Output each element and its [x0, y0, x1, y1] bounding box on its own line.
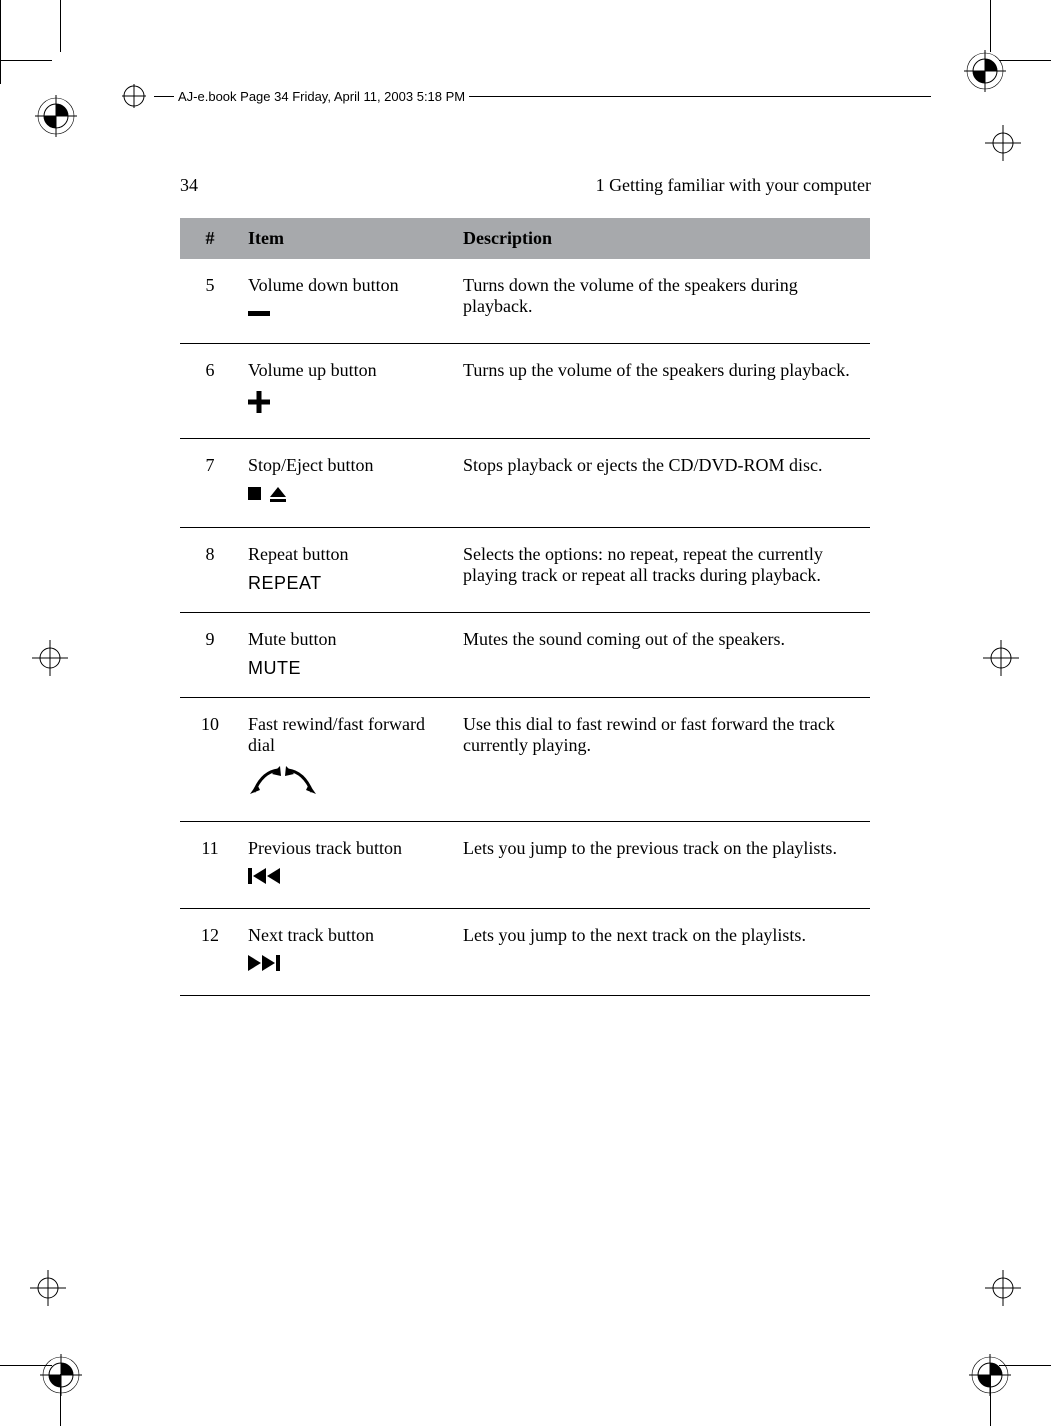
registration-target-icon: [985, 1270, 1021, 1306]
registration-target-icon: [32, 640, 68, 676]
registration-mark-icon: [969, 1354, 1011, 1396]
table-row: 5 Volume down button Turns down the volu…: [180, 259, 870, 344]
repeat-icon: REPEAT: [248, 573, 447, 594]
stop-eject-icon: [248, 484, 447, 509]
table-row: 7 Stop/Eject button Stops playback or ej…: [180, 439, 870, 528]
registration-mark-icon: [35, 95, 77, 137]
row-num: 7: [180, 439, 240, 528]
book-icon: [120, 82, 148, 110]
row-item: Previous track button: [248, 838, 447, 859]
table-row: 9 Mute button MUTE Mutes the sound comin…: [180, 613, 870, 698]
crop-center-top: [0, 0, 1, 42]
crop-line: [0, 60, 52, 61]
row-desc: Lets you jump to the previous track on t…: [455, 822, 870, 909]
row-item: Repeat button: [248, 544, 447, 565]
header-book-info: AJ-e.book Page 34 Friday, April 11, 2003…: [174, 89, 469, 104]
row-num: 12: [180, 909, 240, 996]
row-num: 5: [180, 259, 240, 344]
col-header-num: #: [180, 218, 240, 259]
row-desc: Lets you jump to the next track on the p…: [455, 909, 870, 996]
row-desc: Stops playback or ejects the CD/DVD-ROM …: [455, 439, 870, 528]
next-track-icon: [248, 954, 447, 977]
crop-line: [990, 0, 991, 52]
registration-target-icon: [983, 640, 1019, 676]
previous-track-icon: [248, 867, 447, 890]
row-item: Stop/Eject button: [248, 455, 447, 476]
row-desc: Use this dial to fast rewind or fast for…: [455, 698, 870, 822]
row-desc: Turns up the volume of the speakers duri…: [455, 344, 870, 439]
crop-center-bottom: [0, 42, 1, 84]
framemaker-header: AJ-e.book Page 34 Friday, April 11, 2003…: [120, 82, 931, 110]
row-desc: Mutes the sound coming out of the speake…: [455, 613, 870, 698]
registration-mark-icon: [40, 1354, 82, 1396]
page-number: 34: [180, 175, 198, 196]
registration-target-icon: [30, 1270, 66, 1306]
rewind-forward-dial-icon: [248, 764, 447, 803]
col-header-item: Item: [240, 218, 455, 259]
row-item: Mute button: [248, 629, 447, 650]
mute-icon: MUTE: [248, 658, 447, 679]
plus-icon: [248, 389, 447, 420]
row-num: 6: [180, 344, 240, 439]
row-num: 9: [180, 613, 240, 698]
row-item: Volume up button: [248, 360, 447, 381]
row-num: 10: [180, 698, 240, 822]
registration-target-icon: [985, 125, 1021, 161]
row-desc: Selects the options: no repeat, repeat t…: [455, 528, 870, 613]
section-title: 1 Getting familiar with your computer: [596, 175, 871, 196]
running-head: 34 1 Getting familiar with your computer: [180, 175, 871, 196]
row-num: 11: [180, 822, 240, 909]
crop-line: [999, 60, 1051, 61]
feature-table: # Item Description 5 Volume down button …: [180, 218, 870, 996]
row-num: 8: [180, 528, 240, 613]
crop-line: [60, 0, 61, 52]
minus-icon: [248, 304, 447, 325]
table-row: 6 Volume up button Turns up the volume o…: [180, 344, 870, 439]
table-row: 8 Repeat button REPEAT Selects the optio…: [180, 528, 870, 613]
row-item: Volume down button: [248, 275, 447, 296]
registration-mark-icon: [964, 50, 1006, 92]
col-header-desc: Description: [455, 218, 870, 259]
row-desc: Turns down the volume of the speakers du…: [455, 259, 870, 344]
row-item: Next track button: [248, 925, 447, 946]
table-row: 10 Fast rewind/fast forward dial: [180, 698, 870, 822]
table-row: 12 Next track button Lets you jump to th…: [180, 909, 870, 996]
table-row: 11 Previous track button Lets you jump t…: [180, 822, 870, 909]
row-item: Fast rewind/fast forward dial: [248, 714, 447, 756]
